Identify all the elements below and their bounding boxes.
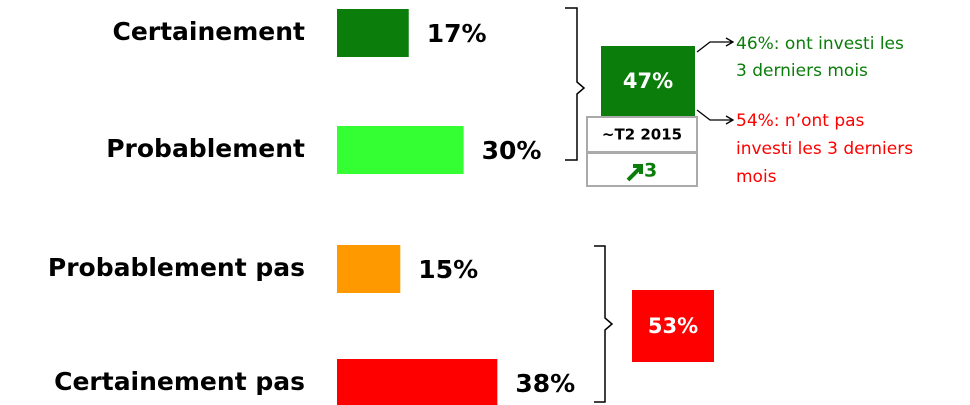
note: 46%: ont investi les <box>736 34 904 54</box>
brace <box>594 245 614 403</box>
total-box <box>601 46 695 116</box>
arrow <box>696 109 735 125</box>
note: investi les 3 derniers <box>736 139 913 159</box>
value-label: 15% <box>418 255 478 284</box>
bar <box>337 126 464 174</box>
up-arrow-icon <box>626 164 643 182</box>
value-label: 30% <box>482 136 542 165</box>
change-label: 3 <box>644 160 657 182</box>
bar <box>337 245 401 293</box>
category-label: Certainement <box>112 17 305 46</box>
bar <box>337 9 409 57</box>
value-label: 38% <box>515 369 575 398</box>
arrow <box>696 37 735 53</box>
category-label: Probablement <box>106 134 305 163</box>
period-label: ~T2 2015 <box>602 126 682 144</box>
note: 54%: n’ont pas <box>736 111 865 131</box>
total-label: 47% <box>623 69 673 93</box>
category-label: Probablement pas <box>48 253 305 282</box>
brace <box>565 7 586 161</box>
category-label: Certainement pas <box>54 367 305 396</box>
total-label: 53% <box>648 314 698 338</box>
bar <box>337 359 498 405</box>
note: mois <box>736 167 777 187</box>
period-box <box>586 116 698 153</box>
value-label: 17% <box>427 19 487 48</box>
total-box <box>632 290 714 362</box>
note: 3 derniers mois <box>736 61 868 81</box>
